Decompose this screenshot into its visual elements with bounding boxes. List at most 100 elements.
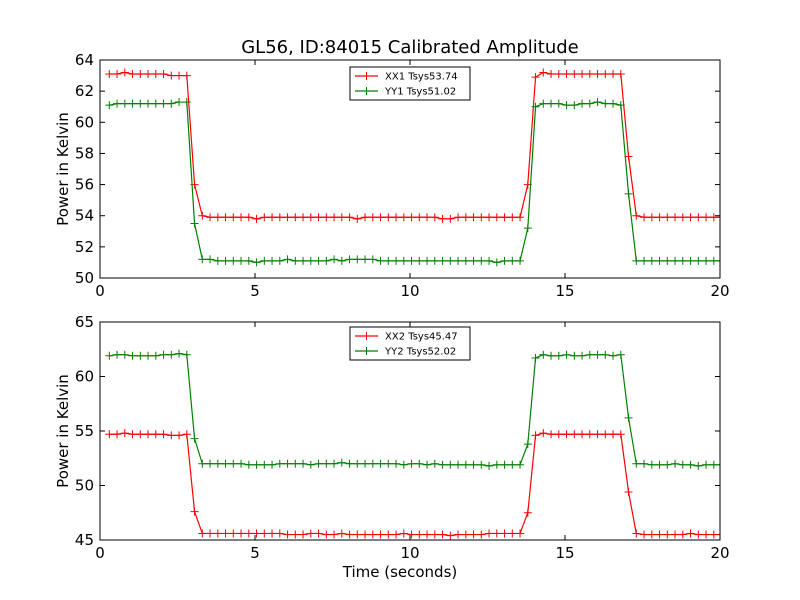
data-point: [306, 460, 315, 469]
x-tick-label: 0: [95, 282, 105, 300]
data-point: [640, 530, 649, 539]
data-point: [260, 460, 269, 469]
data-point: [508, 213, 517, 222]
data-point: [337, 529, 346, 538]
data-point: [461, 460, 470, 469]
data-point: [368, 255, 377, 264]
data-point: [283, 255, 292, 264]
data-point: [461, 256, 470, 265]
data-point: [694, 256, 703, 265]
data-point: [640, 256, 649, 265]
x-axis-label: Time (seconds): [342, 563, 458, 581]
data-point: [485, 461, 494, 470]
data-point: [198, 529, 207, 538]
data-point: [361, 255, 370, 264]
data-point: [554, 430, 563, 439]
data-point: [500, 460, 509, 469]
data-point: [632, 459, 641, 468]
data-point: [508, 256, 517, 265]
data-point: [353, 530, 362, 539]
plot-area: [105, 68, 720, 267]
legend-label: YY1 Tsys51.02: [384, 87, 456, 98]
data-point: [485, 529, 494, 538]
data-point: [632, 529, 641, 538]
data-point: [136, 70, 145, 79]
data-point: [446, 214, 455, 223]
data-point: [337, 256, 346, 265]
data-point: [415, 530, 424, 539]
data-point: [368, 459, 377, 468]
data-point: [345, 459, 354, 468]
data-point: [663, 213, 672, 222]
data-point: [500, 256, 509, 265]
data-point: [105, 101, 114, 110]
data-point: [702, 530, 711, 539]
data-point: [159, 350, 168, 359]
data-point: [694, 213, 703, 222]
data-point: [330, 213, 339, 222]
data-point: [206, 255, 215, 264]
y-tick-label: 54: [75, 207, 94, 225]
data-point: [640, 213, 649, 222]
data-point: [268, 256, 277, 265]
data-point: [221, 213, 230, 222]
legend-swatch-marker: [362, 347, 371, 355]
data-point: [547, 430, 556, 439]
data-point: [539, 350, 548, 359]
data-point: [399, 213, 408, 222]
data-point: [213, 529, 222, 538]
data-point: [616, 70, 625, 79]
data-point: [182, 71, 191, 80]
data-point: [376, 459, 385, 468]
data-point: [275, 213, 284, 222]
data-point: [299, 459, 308, 468]
data-point: [702, 460, 711, 469]
data-point: [353, 255, 362, 264]
data-point: [454, 460, 463, 469]
data-point: [477, 530, 486, 539]
data-point: [702, 256, 711, 265]
data-point: [190, 507, 199, 516]
data-point: [136, 430, 145, 439]
data-point: [709, 530, 718, 539]
data-point: [578, 430, 587, 439]
data-point: [128, 351, 137, 360]
data-point: [492, 529, 501, 538]
data-point: [213, 256, 222, 265]
data-point: [469, 213, 478, 222]
data-point: [624, 413, 633, 422]
data-point: [694, 530, 703, 539]
data-point: [609, 430, 618, 439]
data-point: [531, 353, 540, 362]
data-point: [244, 256, 253, 265]
data-point: [686, 529, 695, 538]
data-point: [221, 256, 230, 265]
data-point: [430, 213, 439, 222]
data-point: [229, 256, 238, 265]
data-point: [113, 70, 122, 79]
data-point: [392, 530, 401, 539]
y-axis-label: Power in Kelvin: [54, 112, 72, 226]
data-point: [105, 351, 114, 360]
data-point: [190, 219, 199, 228]
data-point: [291, 256, 300, 265]
data-point: [655, 256, 664, 265]
data-point: [454, 530, 463, 539]
data-point: [430, 256, 439, 265]
data-point: [671, 530, 680, 539]
data-point: [361, 459, 370, 468]
data-point: [640, 459, 649, 468]
legend: XX2 Tsys45.47 YY2 Tsys52.02: [349, 326, 471, 361]
data-point: [407, 256, 416, 265]
data-point: [384, 530, 393, 539]
data-point: [392, 459, 401, 468]
legend-label: XX1 Tsys53.74: [385, 72, 458, 83]
data-point: [678, 530, 687, 539]
y-tick-label: 50: [75, 477, 94, 495]
data-point: [562, 70, 571, 79]
data-point: [423, 530, 432, 539]
data-point: [330, 459, 339, 468]
data-point: [562, 101, 571, 110]
data-point: [322, 256, 331, 265]
data-point: [198, 255, 207, 264]
